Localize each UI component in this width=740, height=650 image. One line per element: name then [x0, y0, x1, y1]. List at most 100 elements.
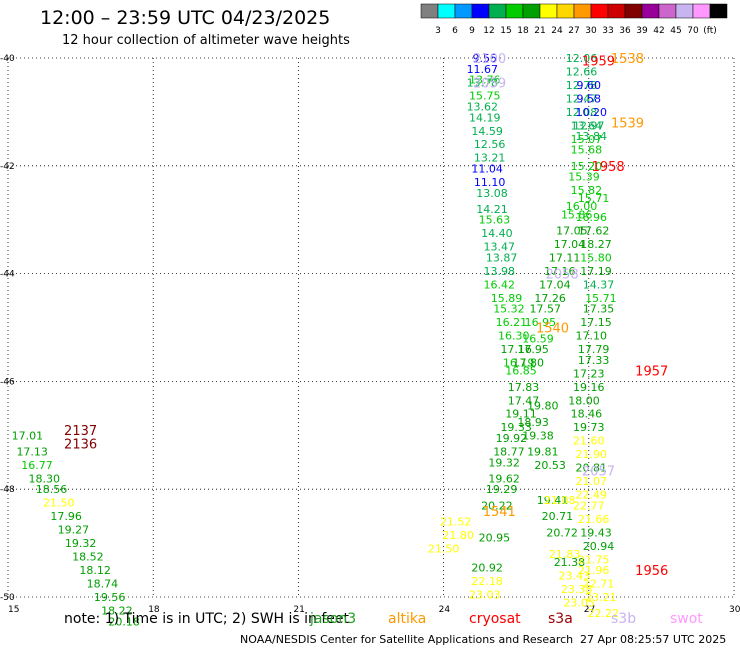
mission-swot: swot — [670, 611, 703, 627]
wave-height-label: 13.78 — [467, 76, 499, 89]
pass-number-label: 1958 — [592, 160, 625, 175]
wave-height-label: 18.00 — [568, 394, 600, 407]
wave-height-label: 17.95 — [517, 343, 549, 356]
wave-height-label: 23.43 — [559, 569, 591, 582]
wave-height-label: 19.81 — [527, 445, 559, 458]
colorbar-label: 45 — [670, 26, 681, 36]
wave-height-label: 16.30 — [498, 330, 530, 343]
wave-height-label: 17.80 — [513, 357, 545, 370]
wave-height-label: 17.01 — [12, 429, 44, 442]
wave-height-label: 17.23 — [573, 367, 605, 380]
footer-timestamp: 27 Apr 08:25:57 UTC 2025 — [580, 633, 727, 646]
wave-height-label: 20.22 — [481, 499, 513, 512]
wave-height-label: 14.40 — [481, 227, 513, 240]
wave-height-label: 19.32 — [488, 456, 520, 469]
wave-height-label: 13.08 — [476, 187, 508, 200]
wave-height-label: 20.71 — [542, 510, 574, 523]
colorbar-label: 42 — [653, 26, 664, 36]
wave-height-label: 18.56 — [36, 483, 68, 496]
wave-height-label: 12.56 — [474, 138, 506, 151]
mission-jason3: jason3 — [310, 611, 357, 627]
wave-height-label: 13.87 — [486, 251, 518, 264]
wave-height-label: 21.75 — [578, 553, 610, 566]
wave-height-label: 17.26 — [534, 292, 566, 305]
wave-height-label: 17.96 — [50, 510, 82, 523]
wave-height-label: 15.82 — [571, 184, 603, 197]
wave-height-label: 15.32 — [493, 303, 525, 316]
wave-height-label: 12.78 — [566, 79, 598, 92]
wave-height-label: 17.47 — [508, 394, 540, 407]
colorbar-label: 24 — [551, 26, 563, 36]
wave-height-label: 19.33 — [500, 421, 532, 434]
pass-number-label: 2059 — [473, 76, 506, 91]
pass-number-label: 2100 — [473, 52, 506, 67]
wave-height-label: 19.43 — [580, 526, 612, 539]
mission-s3b: s3b — [611, 611, 637, 627]
wave-height-label: 21.96 — [578, 564, 610, 577]
pass-number-label: 2058 — [546, 268, 579, 283]
footer-credit: NOAA/NESDIS Center for Satellite Applica… — [240, 633, 574, 646]
wave-height-label: 21.83 — [549, 548, 581, 561]
wave-height-label: 21.07 — [575, 475, 607, 488]
x-tick-label: 30 — [729, 605, 740, 615]
wave-height-label: 16.42 — [484, 278, 516, 291]
wave-height-label: 21.38 — [554, 556, 586, 569]
wave-height-label: 13.76 — [469, 74, 501, 87]
wave-height-label: 20.92 — [471, 561, 503, 574]
colorbar-label: 27 — [568, 26, 579, 36]
colorbar-label: 18 — [517, 26, 529, 36]
mission-cryosat: cryosat — [469, 611, 521, 627]
colorbar-label: 36 — [619, 26, 631, 36]
wave-height-label: 22.18 — [471, 575, 503, 588]
pass-number-label: 1538 — [611, 52, 644, 67]
wave-height-label: 19.16 — [573, 381, 605, 394]
wave-height-label: 17.05 — [556, 224, 588, 237]
wave-height-label: 17.83 — [508, 381, 540, 394]
wave-height-label: 23.05 — [563, 596, 595, 609]
wave-height-label: 16.19 — [503, 357, 535, 370]
wave-height-label: 16.77 — [21, 459, 53, 472]
wave-height-label: 14.19 — [469, 111, 501, 124]
wave-height-label: 21.50 — [43, 497, 75, 510]
pass-number-label: 1539 — [611, 117, 644, 132]
x-tick-label: 21 — [293, 605, 304, 615]
wave-height-label: 19.92 — [496, 432, 528, 445]
wave-height-label: 18.46 — [571, 408, 603, 421]
x-tick-label: 24 — [439, 605, 451, 615]
wave-height-label: 15.80 — [580, 251, 612, 264]
wave-height-label: 20.53 — [534, 459, 566, 472]
wave-height-label: 11.10 — [474, 176, 506, 189]
wave-height-label: 18.12 — [79, 564, 111, 577]
wave-height-label: 15.89 — [491, 292, 523, 305]
wave-height-label: 21.52 — [440, 516, 472, 529]
mission-s3a: s3a — [548, 611, 573, 627]
wave-height-label: 15.07 — [571, 133, 603, 146]
wave-height-label: 16.59 — [522, 332, 554, 345]
pass-number-label: 2137 — [64, 424, 97, 439]
wave-height-label: 13.98 — [484, 265, 516, 278]
wave-height-label: 12.08 — [566, 106, 598, 119]
wave-height-label: 17.13 — [16, 445, 48, 458]
wave-height-label: 10.20 — [575, 106, 607, 119]
wave-height-label: 12.06 — [566, 52, 598, 65]
wave-height-label: 20.18 — [108, 615, 140, 628]
pass-number-label: 1959 — [582, 55, 615, 70]
wave-height-label: 15.75 — [469, 90, 501, 103]
wave-height-label: 19.41 — [537, 494, 569, 507]
colorbar-label: 15 — [500, 26, 511, 36]
pass-number-label: 1541 — [483, 505, 516, 520]
wave-height-label: 14.37 — [583, 278, 615, 291]
wave-height-label: 15.63 — [479, 214, 511, 227]
wave-height-label: 21.90 — [575, 448, 607, 461]
wave-height-label: 17.15 — [580, 316, 612, 329]
wave-height-label: 18.77 — [493, 445, 525, 458]
colorbar-label: 6 — [452, 26, 458, 36]
wave-height-label: 18.22 — [101, 604, 133, 617]
wave-height-label: 14.21 — [476, 203, 508, 216]
wave-height-label: 12.47 — [566, 92, 598, 105]
y-tick-label: -50 — [0, 593, 15, 603]
wave-height-label: 23.03 — [469, 588, 501, 601]
wave-height-label: 19.62 — [488, 472, 520, 485]
